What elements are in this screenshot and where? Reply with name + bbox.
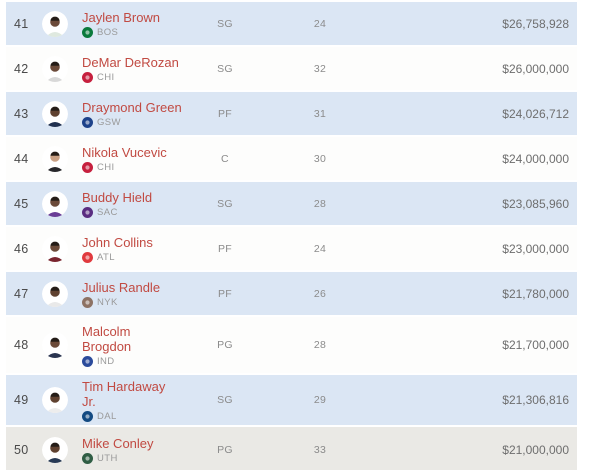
player-name-link[interactable]: John Collins — [82, 234, 153, 250]
player-name-link[interactable]: Buddy Hield — [82, 189, 153, 205]
rank-cell: 48 — [14, 338, 29, 352]
team-logo-icon — [82, 355, 93, 367]
rank-cell: 50 — [14, 442, 29, 457]
age-cell: 24 — [313, 242, 327, 255]
age-cell: 28 — [313, 197, 327, 210]
player-avatar — [42, 10, 68, 37]
team-abbr: GSW — [97, 116, 121, 128]
table-row[interactable]: 42 DeMar DeRozan — [6, 47, 577, 90]
salary-cell: $26,758,928 — [502, 16, 569, 31]
position-cell: PF — [217, 287, 233, 300]
team-abbr: BOS — [97, 26, 119, 38]
age-cell: 30 — [313, 152, 327, 165]
age-cell: 31 — [313, 107, 327, 120]
rank-cell: 42 — [14, 61, 29, 76]
table-row[interactable]: 44 Nikola Vucevic — [6, 137, 577, 180]
position-cell: SG — [217, 394, 233, 406]
team-abbr: ATL — [97, 251, 115, 263]
player-name-link[interactable]: Mike Conley — [82, 435, 154, 451]
table-row[interactable]: 48 Malcolm Brogdon — [6, 317, 577, 373]
team-logo-icon — [82, 410, 93, 422]
player-avatar — [42, 55, 68, 82]
rank-cell: 47 — [14, 286, 29, 301]
player-name-link[interactable]: Julius Randle — [82, 279, 161, 295]
team-abbr: DAL — [97, 410, 117, 422]
position-cell: SG — [217, 62, 233, 75]
rank-cell: 43 — [14, 106, 29, 121]
players-table: 41 Jaylen Brown — [6, 0, 577, 470]
salary-cell: $21,780,000 — [502, 286, 569, 301]
salary-cell: $21,306,816 — [502, 393, 569, 407]
position-cell: SG — [217, 17, 233, 30]
table-row[interactable]: 50 Mike Conley — [6, 427, 577, 470]
team-abbr: UTH — [97, 452, 118, 464]
team-abbr: NYK — [97, 296, 118, 308]
age-cell: 28 — [313, 339, 327, 351]
player-avatar — [42, 387, 68, 413]
team-logo-icon — [82, 251, 93, 263]
team-abbr: IND — [97, 355, 115, 367]
position-cell: PF — [217, 242, 233, 255]
table-row[interactable]: 43 Draymond Green — [6, 92, 577, 135]
player-name-link[interactable]: Draymond Green — [82, 99, 182, 115]
table-row[interactable]: 49 Tim Hardaway Jr. — [6, 375, 577, 425]
table-row[interactable]: 45 Buddy Hield — [6, 182, 577, 225]
table-row[interactable]: 47 Julius Randle — [6, 272, 577, 315]
table-row[interactable]: 41 Jaylen Brown — [6, 2, 577, 45]
team-abbr: SAC — [97, 206, 118, 218]
salary-cell: $23,000,000 — [502, 241, 569, 256]
position-cell: PG — [217, 443, 233, 456]
team-abbr: CHI — [97, 71, 115, 83]
team-logo-icon — [82, 452, 93, 464]
rank-cell: 45 — [14, 196, 29, 211]
salary-cell: $21,000,000 — [502, 442, 569, 457]
salary-cell: $21,700,000 — [502, 338, 569, 352]
team-logo-icon — [82, 296, 93, 308]
position-cell: PG — [217, 339, 233, 351]
age-cell: 33 — [313, 443, 327, 456]
position-cell: SG — [217, 197, 233, 210]
team-logo-icon — [82, 26, 93, 38]
age-cell: 32 — [313, 62, 327, 75]
age-cell: 26 — [313, 287, 327, 300]
player-avatar — [42, 235, 68, 262]
player-name-link[interactable]: Malcolm Brogdon — [82, 323, 132, 354]
team-logo-icon — [82, 161, 93, 173]
player-name-link[interactable]: DeMar DeRozan — [82, 54, 179, 70]
rank-cell: 44 — [14, 151, 29, 166]
rank-cell: 49 — [14, 393, 29, 407]
rank-cell: 41 — [14, 16, 29, 31]
salary-cell: $24,000,000 — [502, 151, 569, 166]
salary-cell: $26,000,000 — [502, 61, 569, 76]
rank-cell: 46 — [14, 241, 29, 256]
table-row[interactable]: 46 John Collins — [6, 227, 577, 270]
team-logo-icon — [82, 116, 93, 128]
player-avatar — [42, 190, 68, 217]
team-abbr: CHI — [97, 161, 115, 173]
age-cell: 29 — [313, 394, 327, 406]
player-avatar — [42, 280, 68, 307]
player-name-link[interactable]: Jaylen Brown — [82, 9, 161, 25]
team-logo-icon — [82, 71, 93, 83]
position-cell: C — [221, 152, 229, 165]
team-logo-icon — [82, 206, 93, 218]
salary-cell: $23,085,960 — [502, 196, 569, 211]
player-avatar — [42, 145, 68, 172]
player-avatar — [42, 436, 68, 463]
salary-cell: $24,026,712 — [502, 106, 569, 121]
player-avatar — [42, 332, 68, 358]
position-cell: PF — [217, 107, 233, 120]
player-name-link[interactable]: Tim Hardaway Jr. — [82, 378, 166, 409]
age-cell: 24 — [313, 17, 327, 30]
player-avatar — [42, 100, 68, 127]
player-name-link[interactable]: Nikola Vucevic — [82, 144, 167, 160]
